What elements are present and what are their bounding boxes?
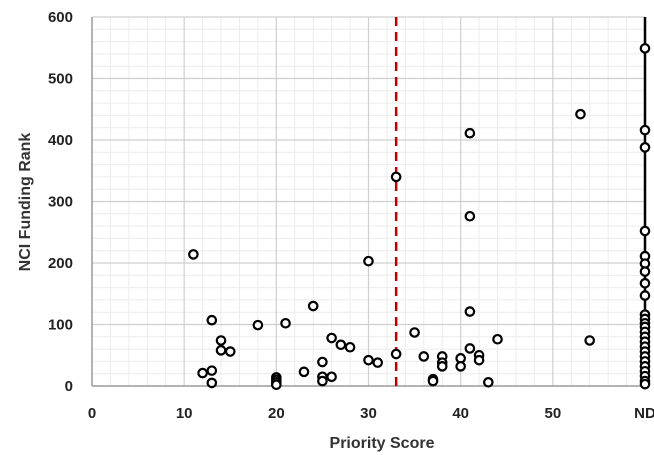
data-point <box>335 339 347 351</box>
x-tick-label: 20 <box>268 405 285 422</box>
y-tick-label: 600 <box>48 9 73 26</box>
data-points <box>188 43 651 391</box>
x-tick-label: 40 <box>452 405 469 422</box>
data-point <box>639 378 651 390</box>
data-point <box>215 345 227 356</box>
data-point <box>307 300 319 312</box>
data-point <box>317 356 328 368</box>
data-point <box>224 346 236 357</box>
data-point <box>639 124 651 136</box>
data-point <box>390 348 402 360</box>
data-point <box>464 343 476 354</box>
x-tick-label: 30 <box>360 405 377 422</box>
data-point <box>427 375 439 387</box>
data-point <box>188 249 199 260</box>
data-point <box>390 171 402 183</box>
x-axis-title: Priority Score <box>330 435 435 452</box>
data-point <box>464 306 476 317</box>
data-point <box>639 43 651 54</box>
data-point <box>473 354 485 366</box>
data-point <box>639 225 651 237</box>
data-point <box>298 366 310 378</box>
data-point <box>639 290 651 301</box>
data-point <box>436 361 448 372</box>
data-point <box>344 341 356 353</box>
data-point <box>206 377 218 389</box>
data-point <box>492 333 503 345</box>
data-point <box>206 365 218 376</box>
data-point <box>206 314 218 326</box>
data-point <box>363 255 374 267</box>
data-point <box>252 319 264 331</box>
data-point <box>326 332 337 344</box>
x-tick-label: 10 <box>176 405 193 422</box>
data-point <box>197 367 208 379</box>
y-tick-label: 0 <box>65 378 73 395</box>
y-tick-label: 500 <box>48 71 73 88</box>
data-point <box>280 317 291 329</box>
data-point <box>418 351 430 362</box>
y-tick-label: 400 <box>48 132 73 149</box>
x-tick-label: 0 <box>88 405 96 422</box>
data-point <box>326 371 337 383</box>
data-point <box>455 361 466 372</box>
y-tick-label: 300 <box>48 194 73 211</box>
data-point <box>584 335 595 346</box>
x-tick-label: ND <box>634 405 654 422</box>
data-point <box>271 379 282 391</box>
x-tick-label: 50 <box>544 405 561 422</box>
y-tick-label: 100 <box>48 317 73 334</box>
data-point <box>409 327 420 338</box>
data-point <box>464 127 476 139</box>
data-point <box>464 210 476 222</box>
x-tick-labels: 0 10 20 30 40 50 ND <box>88 405 654 422</box>
data-point <box>317 375 328 387</box>
data-point <box>575 108 586 120</box>
data-point <box>639 277 651 289</box>
data-point <box>639 142 651 153</box>
y-tick-labels: 0 100 200 300 400 500 600 <box>48 9 73 395</box>
data-point <box>483 377 494 388</box>
data-point <box>639 266 651 277</box>
data-point <box>215 335 227 346</box>
y-tick-label: 200 <box>48 255 73 272</box>
data-point <box>363 354 374 366</box>
data-point <box>372 357 384 368</box>
y-axis-title: NCI Funding Rank <box>17 133 34 272</box>
